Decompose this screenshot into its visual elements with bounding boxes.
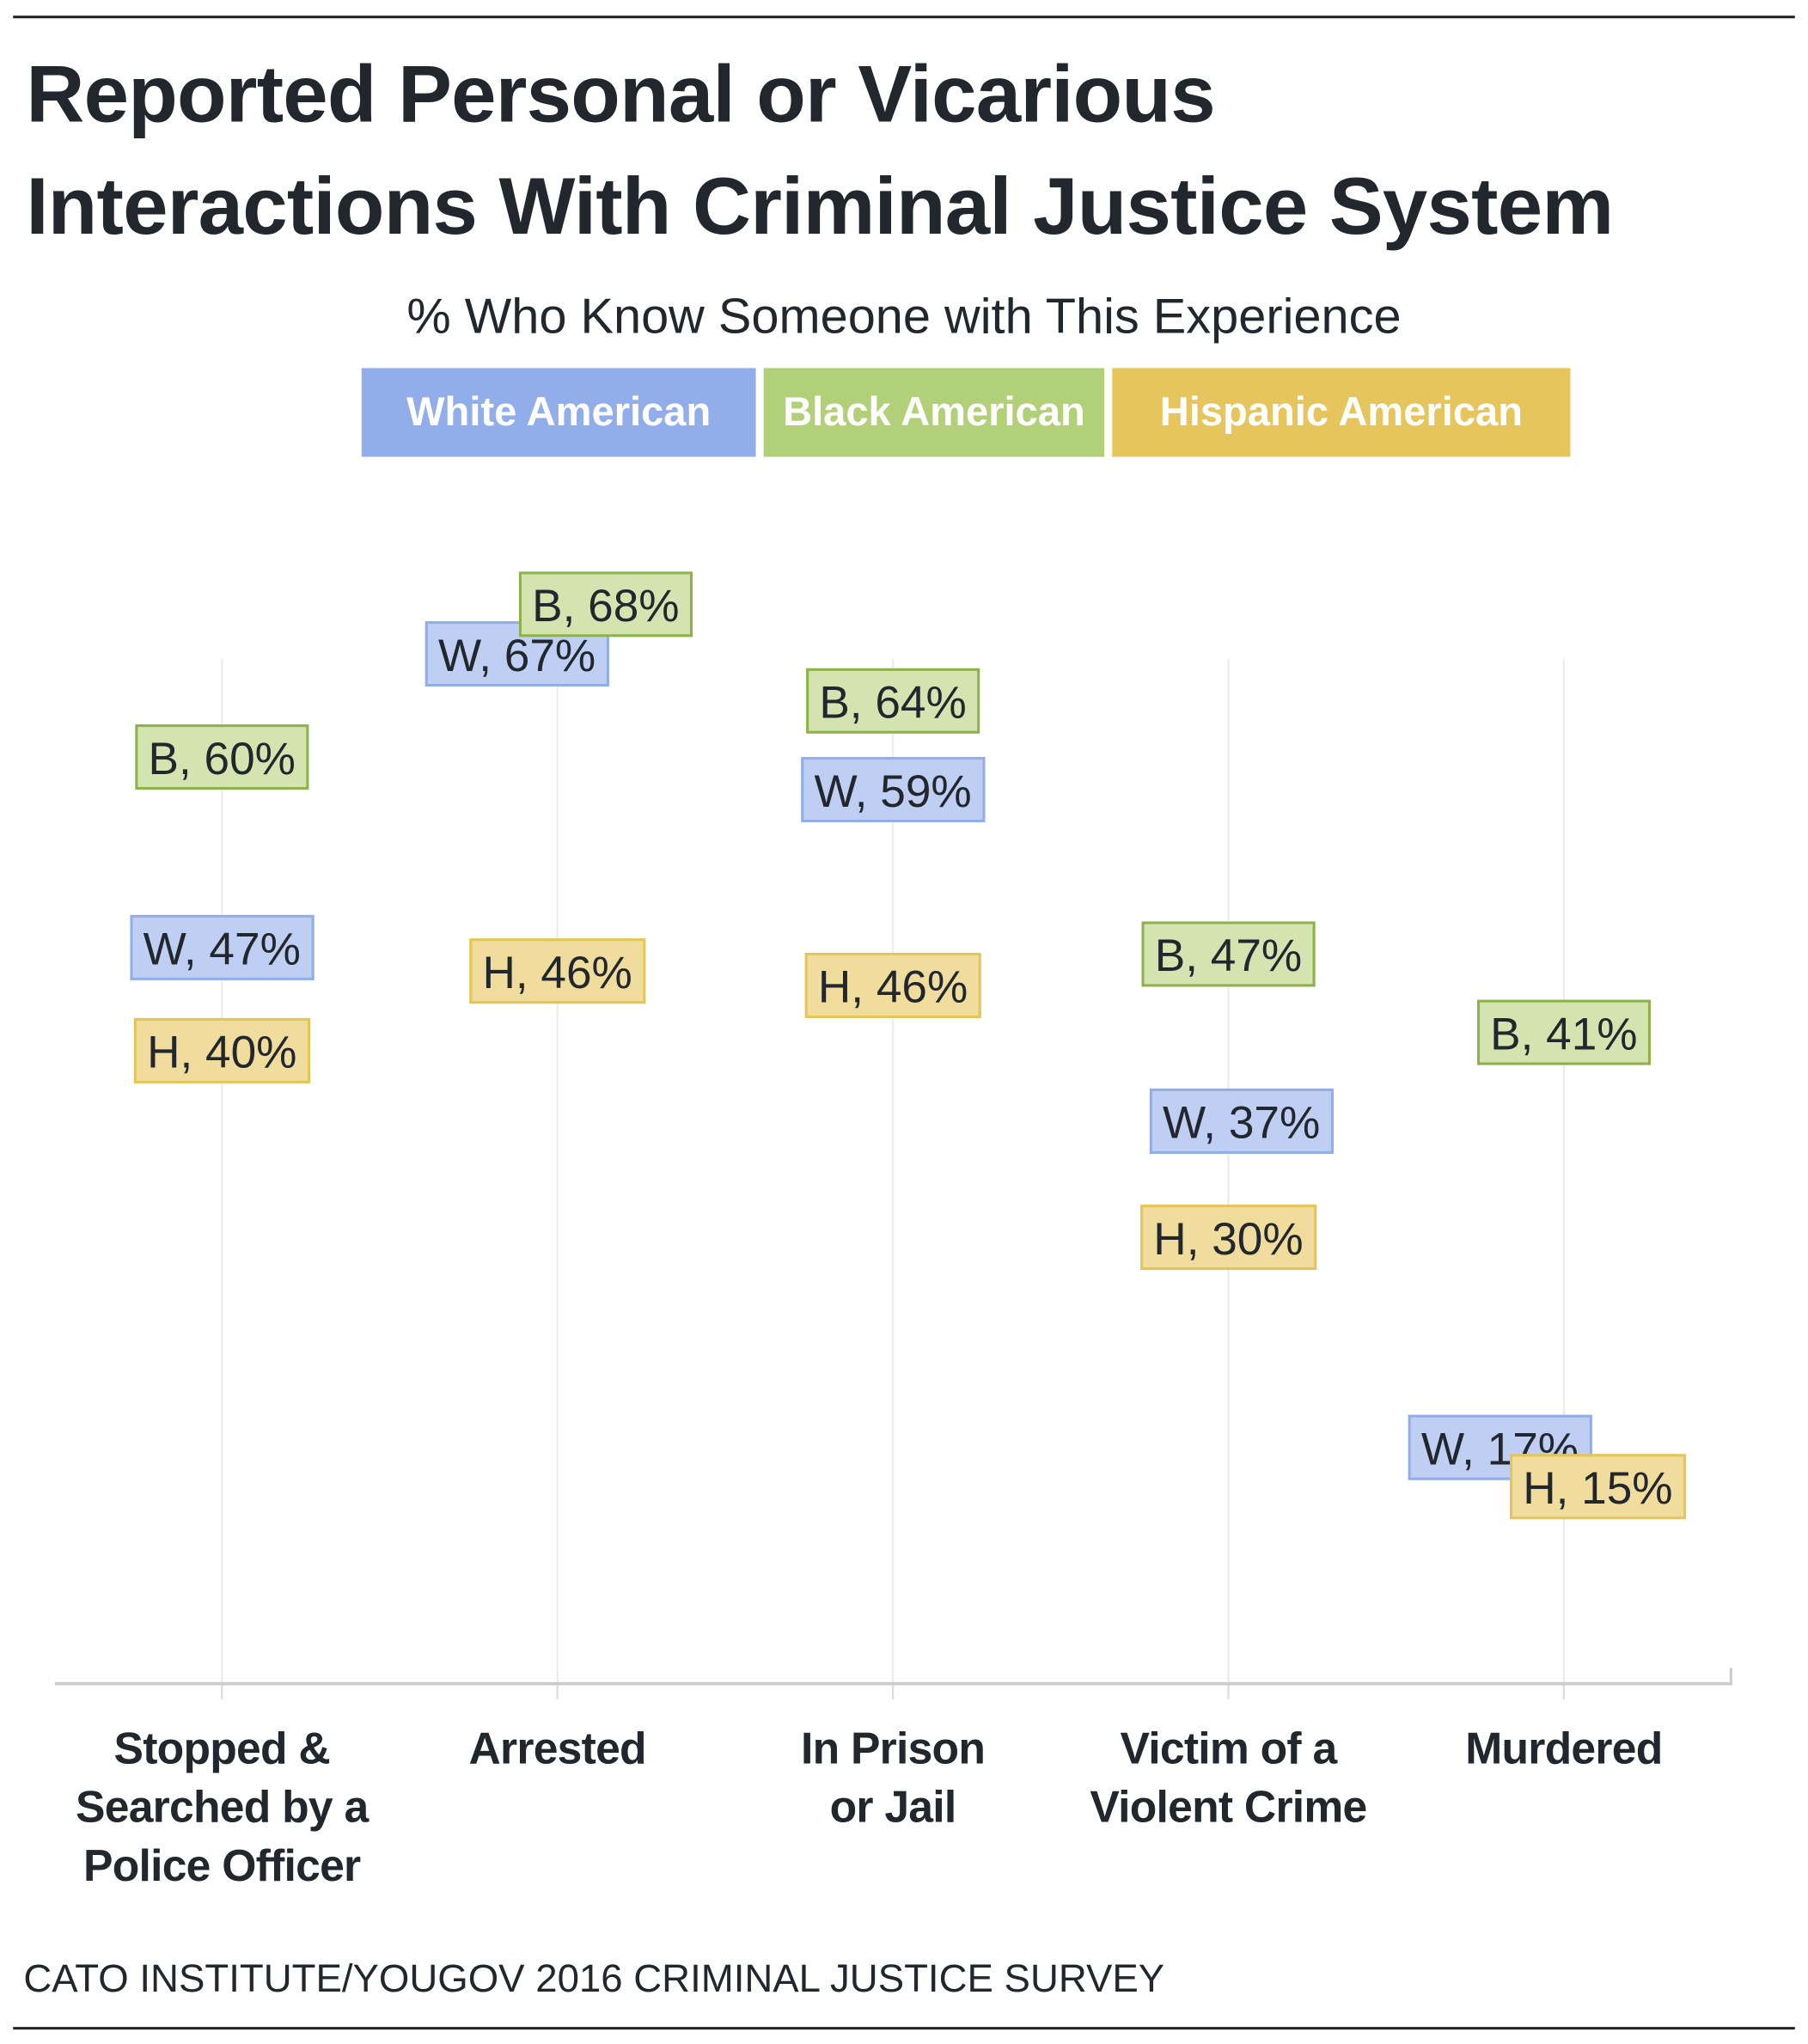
x-tick-label-line: In Prison xyxy=(800,1724,986,1774)
x-tick-label-line: Stopped & xyxy=(113,1724,331,1774)
data-label-hispanic: H, 46% xyxy=(804,952,981,1018)
data-label-black: B, 47% xyxy=(1141,921,1316,987)
chart-subtitle: % Who Know Someone with This Experience xyxy=(406,290,1402,345)
data-label-hispanic: H, 30% xyxy=(1140,1204,1316,1270)
data-label-hispanic: H, 15% xyxy=(1510,1454,1686,1520)
x-tick-label: Stopped & Searched by a Police Officer xyxy=(52,1720,392,1896)
data-label-hispanic: H, 46% xyxy=(469,937,646,1004)
x-tick-label: Murdered xyxy=(1394,1720,1733,1779)
data-label-black: B, 60% xyxy=(135,723,309,790)
title-line-1: Reported Personal or Vicarious xyxy=(26,49,1215,140)
data-label-white: W, 67% xyxy=(425,621,609,687)
x-tick-label-line: Murdered xyxy=(1465,1724,1663,1774)
data-label-black: B, 41% xyxy=(1476,1000,1651,1066)
x-tick-label-line: Violent Crime xyxy=(1090,1783,1367,1833)
legend-hispanic-american: Hispanic American xyxy=(1112,368,1571,457)
bottom-rule xyxy=(13,2027,1795,2030)
source-note: CATO INSTITUTE/YOUGOV 2016 CRIMINAL JUST… xyxy=(23,1957,1165,2001)
x-tick-label-line: Victim of a xyxy=(1120,1724,1338,1774)
data-label-black: B, 68% xyxy=(518,570,693,637)
x-tick-label: Victim of a Violent Crime xyxy=(1059,1720,1398,1838)
data-label-white: W, 37% xyxy=(1149,1088,1334,1154)
x-tick-label: In Prison or Jail xyxy=(724,1720,1063,1838)
data-label-white: W, 59% xyxy=(801,756,985,822)
x-tick-label-line: or Jail xyxy=(829,1783,957,1833)
data-label-black: B, 64% xyxy=(806,668,980,734)
legend-black-american: Black American xyxy=(763,368,1105,457)
legend-white-american: White American xyxy=(361,368,756,457)
data-label-white: W, 47% xyxy=(130,914,315,980)
top-rule xyxy=(13,15,1795,19)
chart-title: Reported Personal or Vicarious Interacti… xyxy=(26,40,1614,264)
x-tick-label: Arrested xyxy=(388,1720,727,1779)
x-tick-label-line: Searched by a xyxy=(76,1783,369,1833)
x-tick-label-line: Police Officer xyxy=(83,1841,361,1892)
title-line-2: Interactions With Criminal Justice Syste… xyxy=(26,162,1614,253)
data-label-hispanic: H, 40% xyxy=(133,1018,310,1084)
x-tick-label-line: Arrested xyxy=(468,1724,646,1774)
